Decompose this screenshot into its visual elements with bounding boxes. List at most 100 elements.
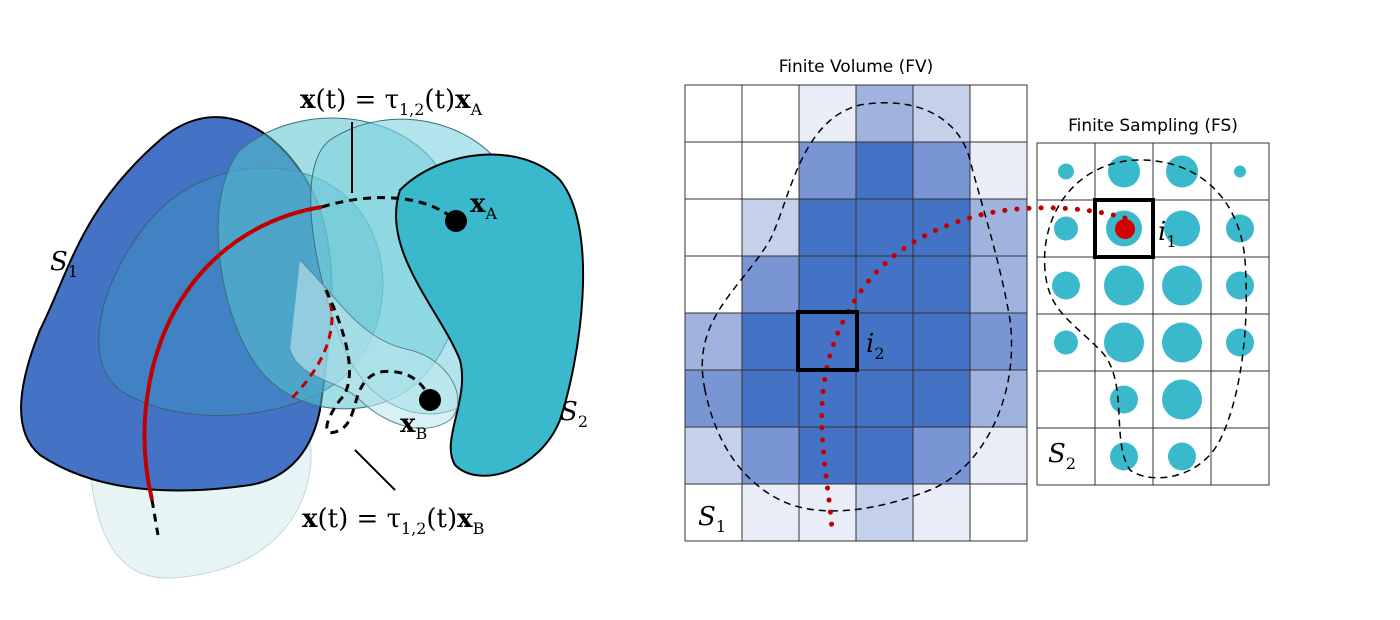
leader-b (354, 449, 396, 491)
text: 2 (874, 344, 884, 363)
fs-sample (1058, 163, 1074, 180)
path-a (321, 196, 456, 222)
fv-cell (855, 426, 914, 485)
text: x (302, 504, 318, 534)
text: (t) (426, 504, 457, 534)
text: (t) = τ (316, 85, 399, 115)
text: 1 (1166, 232, 1176, 251)
text: i (866, 329, 874, 359)
cell-i2 (796, 310, 859, 372)
fv-cell (741, 426, 800, 485)
fv-cell (741, 255, 800, 314)
fs-sample (1226, 271, 1254, 300)
fv-cell (912, 84, 971, 143)
finite-volume-grid (684, 84, 1028, 542)
label-s2: S2 (560, 397, 588, 431)
sample-point (1115, 219, 1135, 239)
fs-sample (1166, 155, 1198, 188)
point-a (445, 210, 467, 232)
fv-cell (912, 426, 971, 485)
fs-outline (1043, 159, 1247, 479)
fv-cell (912, 198, 971, 257)
fs-sample (1054, 216, 1078, 241)
fs-sample (1164, 210, 1200, 247)
fv-cell (912, 255, 971, 314)
shape-s2 (394, 153, 585, 477)
fv-cell (798, 369, 857, 428)
fv-cell (798, 141, 857, 200)
fs-cell (1036, 427, 1096, 486)
fs-sample (1226, 214, 1254, 243)
fs-cell (1210, 427, 1270, 486)
fs-sample (1104, 265, 1144, 306)
shape-mid-4 (289, 259, 459, 429)
fs-sample (1052, 271, 1080, 300)
left-panel: x(t) = τ1,2(t)xA x(t) = τ1,2(t)xB S1 S2 … (20, 85, 588, 579)
path-b (324, 289, 432, 435)
fv-cell (969, 84, 1028, 143)
path-red-dashed (288, 289, 334, 402)
text: x (455, 85, 471, 115)
fs-sample (1054, 330, 1078, 355)
fv-cell (684, 84, 743, 143)
fv-cell (798, 84, 857, 143)
overlay: Finite Volume (FV) Finite Sampling (FS) … (698, 57, 1247, 536)
label-fs-s2: S2 (1048, 439, 1076, 473)
fv-cell (969, 483, 1028, 542)
fv-cell (684, 369, 743, 428)
fv-cell (798, 198, 857, 257)
fv-cell (855, 198, 914, 257)
text: S (50, 247, 68, 277)
text: x (400, 409, 416, 439)
fv-cell (969, 312, 1028, 371)
fv-cell (741, 483, 800, 542)
cell-i1 (1093, 198, 1155, 259)
fv-cell (798, 255, 857, 314)
fv-cell (912, 483, 971, 542)
fv-cell (855, 369, 914, 428)
text: B (416, 424, 428, 443)
text: S (698, 502, 716, 532)
label-i1: i1 (1158, 217, 1177, 251)
fv-cell (912, 369, 971, 428)
fv-cell (741, 369, 800, 428)
path-tail (150, 499, 160, 536)
fs-sample (1168, 442, 1196, 471)
text: (t) = τ (318, 504, 401, 534)
text: A (485, 204, 498, 223)
fv-cell (912, 141, 971, 200)
fv-outline (701, 102, 1013, 512)
fv-cell (969, 141, 1028, 200)
fv-cell (684, 255, 743, 314)
fs-sample (1226, 328, 1254, 357)
text: S (1048, 439, 1066, 469)
fv-title: Finite Volume (FV) (779, 57, 934, 77)
text: 2 (578, 412, 588, 431)
fv-cell (684, 198, 743, 257)
fv-cell (855, 84, 914, 143)
fv-cell (741, 312, 800, 371)
fs-sample (1162, 265, 1202, 306)
label-curve-b: x(t) = τ1,2(t)xB (302, 504, 484, 538)
fv-cell (855, 483, 914, 542)
fs-sample (1162, 379, 1202, 420)
fv-cell (741, 141, 800, 200)
text: i (1158, 217, 1166, 247)
label-fv-s1: S1 (698, 502, 726, 536)
path-dotted (819, 205, 1128, 533)
point-b (419, 389, 441, 411)
fs-title: Finite Sampling (FS) (1068, 116, 1238, 136)
text: 2 (1066, 454, 1076, 473)
fs-cell (1210, 370, 1270, 429)
fv-cell (684, 141, 743, 200)
fv-cell (741, 84, 800, 143)
text: 1,2 (399, 100, 424, 119)
fs-sample (1162, 322, 1202, 363)
fs-sample (1110, 385, 1138, 414)
fv-cell (798, 483, 857, 542)
text: 1,2 (401, 519, 426, 538)
fv-cell (855, 141, 914, 200)
text: S (560, 397, 578, 427)
fv-cell (684, 426, 743, 485)
text: x (457, 504, 473, 534)
